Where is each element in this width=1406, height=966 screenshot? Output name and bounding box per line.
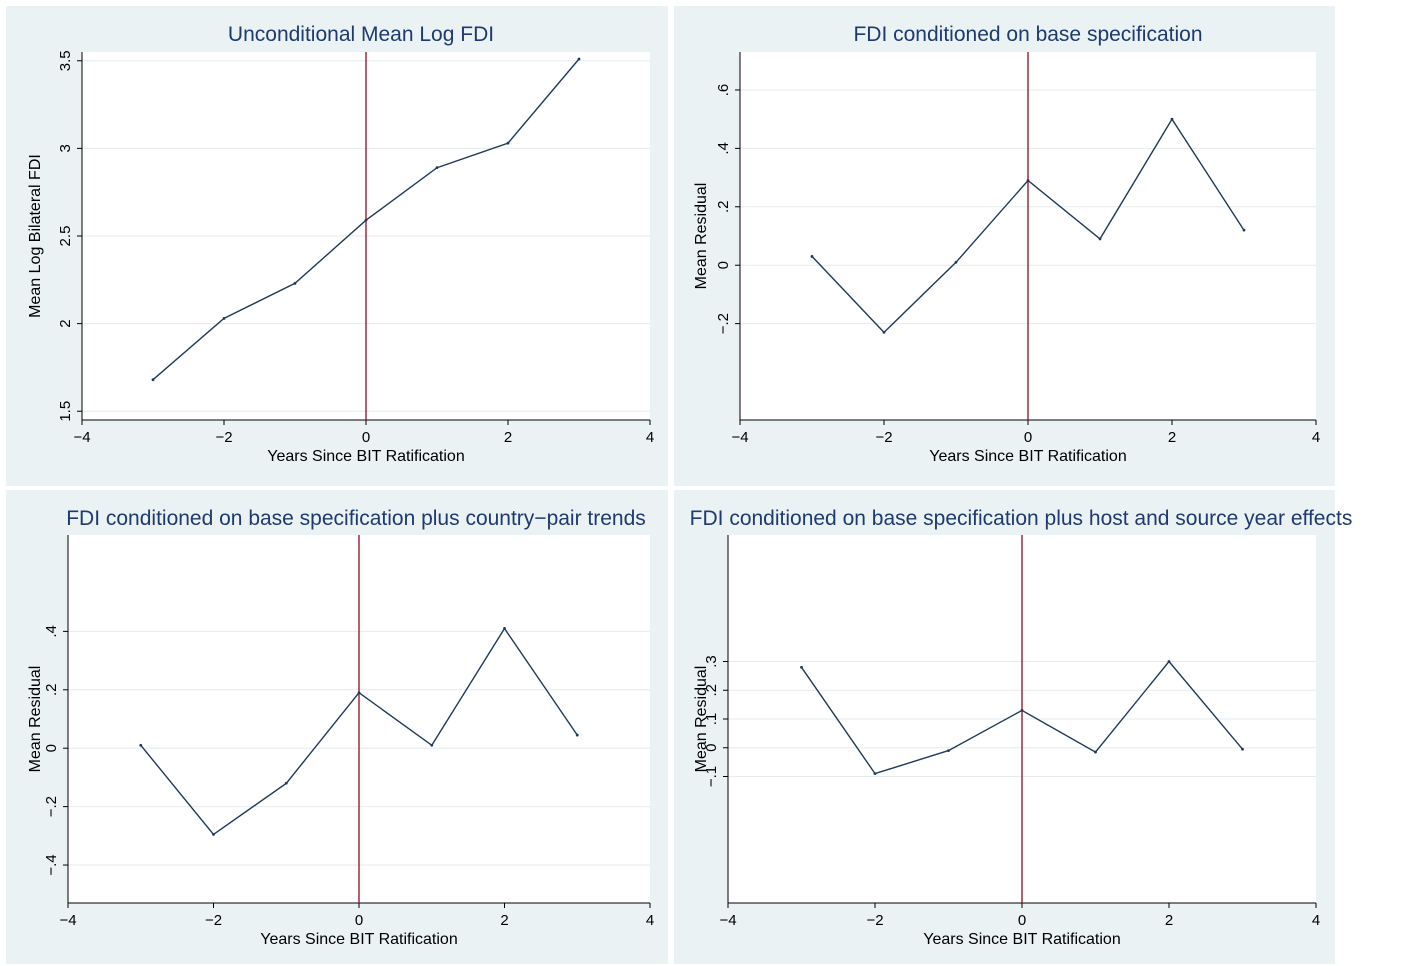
y-tick-label: 0 [703,744,720,752]
x-tick-label: 0 [1018,912,1026,929]
x-tick-label: 4 [646,912,654,929]
x-tick-label: −4 [73,429,90,446]
y-tick-label: 1.5 [57,401,74,422]
y-tick-label: .4 [43,625,60,638]
x-tick-label: 2 [500,912,508,929]
y-tick-label: −.4 [43,854,60,875]
data-point [882,330,886,334]
chart-title: FDI conditioned on base specification [853,23,1202,46]
chart-title: Unconditional Mean Log FDI [228,23,494,46]
y-tick-label: 0 [43,744,60,752]
y-tick-label: .6 [715,84,732,97]
data-point [1026,179,1030,182]
x-tick-label: −4 [59,912,76,929]
x-tick-label: 0 [1024,429,1032,446]
x-tick-label: 4 [1312,912,1320,929]
chart-panel-4: −.1 0 .1 .2 .3 −4 −2 0 2 4 FDI conditioned on base… [674,490,1352,964]
data-point [1094,750,1097,754]
data-point [800,665,803,669]
data-point [139,743,143,747]
y-axis-label: Mean Residual [693,183,710,290]
data-point [293,281,297,285]
y-axis-label: Mean Log Bilateral FDI [27,154,44,318]
chart-panel-1: 1.5 2 2.5 3 3.5 −4 −2 0 2 4 Unconditional Mean Log… [6,6,668,486]
x-tick-label: −2 [205,912,222,929]
x-axis-label: Years Since BIT Ratification [267,448,464,465]
x-tick-label: 2 [1168,429,1176,446]
x-tick-label: −2 [875,429,892,446]
data-point [1098,237,1102,241]
y-tick-label: 3 [57,144,74,152]
x-axis-label: Years Since BIT Ratification [260,931,457,948]
data-point [435,166,439,170]
data-point [873,772,877,776]
y-tick-label: .2 [715,201,732,214]
data-point [364,218,368,222]
chart-panel-3: −.4 −.2 0 .2 .4 −4 −2 0 2 4 FDI conditioned on bas… [6,490,668,964]
x-tick-label: −2 [215,429,232,446]
data-point [577,57,581,61]
chart-panel-2: −.2 0 .2 .4 .6 −4 −2 0 2 4 FDI conditioned on base… [674,6,1335,486]
y-tick-label: .4 [715,142,732,155]
data-point [954,260,958,264]
y-tick-label: .1 [703,713,720,726]
data-point [503,627,506,630]
data-point [430,743,434,747]
data-point [151,378,155,382]
data-point [575,733,579,737]
y-tick-label: .3 [703,655,720,668]
y-axis-label: Mean Residual [27,666,44,773]
x-tick-label: 0 [355,912,363,929]
y-tick-label: −.2 [715,313,732,334]
x-tick-label: −4 [731,429,748,446]
data-point [212,832,215,836]
x-axis-label: Years Since BIT Ratification [923,931,1120,948]
chart-title: FDI conditioned on base specification pl… [690,507,1353,530]
data-point [1242,228,1246,232]
y-tick-label: 2.5 [57,226,74,247]
y-tick-label: −.1 [703,766,720,787]
data-point [947,749,950,753]
x-axis-label: Years Since BIT Ratification [929,448,1126,465]
y-tick-label: 3.5 [57,50,74,71]
data-point [284,781,288,785]
data-point [1170,117,1174,121]
data-point [810,255,814,258]
chart-title: FDI conditioned on base specification pl… [66,507,646,530]
y-tick-label: −.2 [43,796,60,817]
data-point [506,141,510,145]
data-point [222,316,226,320]
x-tick-label: 0 [362,429,370,446]
y-tick-label: .2 [43,684,60,697]
x-tick-label: 4 [1312,429,1320,446]
x-tick-label: −4 [719,912,736,929]
data-point [357,691,361,695]
y-tick-label: 0 [715,261,732,269]
x-tick-label: −2 [866,912,883,929]
data-point [1167,660,1171,663]
data-point [1241,747,1244,751]
data-point [1020,708,1024,712]
y-tick-label: 2 [57,319,74,327]
x-tick-label: 2 [1165,912,1173,929]
x-tick-label: 4 [646,429,654,446]
y-axis-label: Mean Residual [693,666,710,773]
x-tick-label: 2 [504,429,512,446]
y-tick-label: .2 [703,684,720,697]
